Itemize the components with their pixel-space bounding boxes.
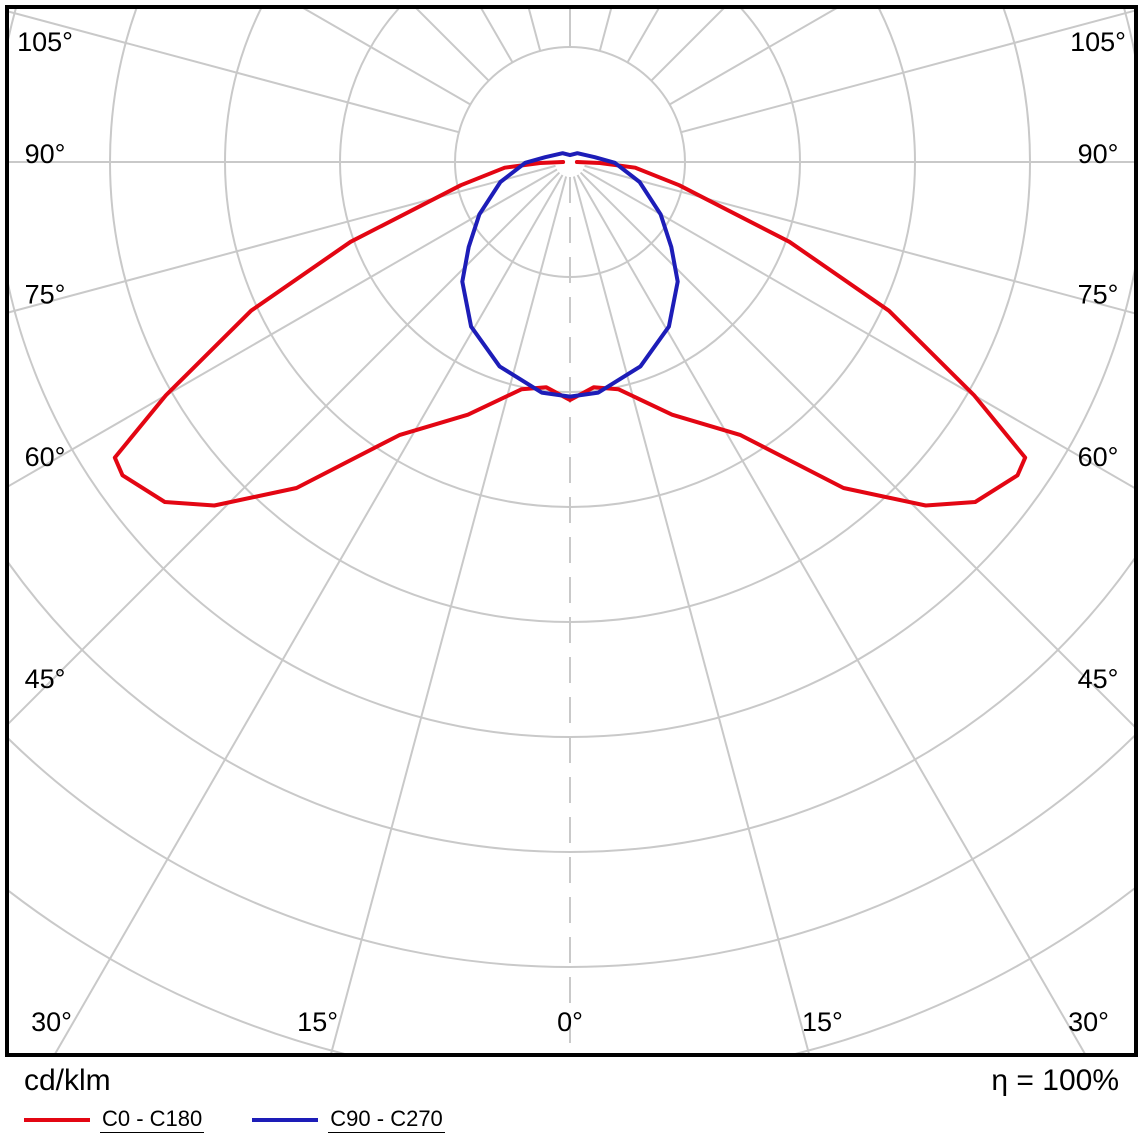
grid-radial-line [626, 9, 660, 63]
curve-C0-C180 [112, 160, 1028, 508]
legend-label-c0-c180: C0 - C180 [100, 1106, 205, 1133]
angle-tick-label: 105° [17, 27, 73, 57]
curve-C90-C270 [460, 151, 680, 399]
polar-chart-frame: 105° 105° 90° 90° 75° 75° 60° 60° 45° 45° 30° 15° 0°… [5, 5, 1138, 1057]
angle-tick-label: 30° [1068, 1007, 1109, 1037]
angle-tick-label: 75° [25, 280, 66, 310]
legend-label-c90-c270: C90 - C270 [328, 1106, 445, 1133]
footer-top-row: cd/klm η = 100% [24, 1064, 1119, 1098]
angle-tick-label: 30° [31, 1007, 72, 1037]
angle-tick-label: 60° [1078, 442, 1119, 472]
angle-tick-label: 60° [25, 442, 66, 472]
grid-radial-line [9, 168, 558, 488]
grid-ring [9, 557, 1134, 853]
angle-tick-label: 45° [25, 664, 66, 694]
legend-item-c90-c270: C90 - C270 [252, 1107, 445, 1133]
chart-footer: cd/klm η = 100% C0 - C180 C90 - C270 [0, 1062, 1143, 1133]
legend-line-c90-c270 [252, 1118, 319, 1122]
grid-radial-line [480, 9, 514, 63]
grid-radial-line [579, 171, 1134, 728]
grid-radial-line [680, 9, 1134, 134]
grid-radial-line [576, 174, 1086, 1053]
angle-tick-label: 15° [802, 1007, 843, 1037]
grid-radial-line [584, 164, 1134, 315]
grid-radial-line [572, 176, 810, 1053]
polar-chart: 105° 105° 90° 90° 75° 75° 60° 60° 45° 45° 30° 15° 0°… [5, 5, 1138, 1057]
angle-tick-label: 75° [1078, 280, 1119, 310]
polar-grid [9, 9, 1134, 1053]
angle-tick-label: 45° [1078, 664, 1119, 694]
grid-radial-line [582, 168, 1134, 489]
angle-tick-label: 15° [297, 1007, 338, 1037]
efficiency-label: η = 100% [991, 1064, 1119, 1097]
angle-tick-label: 90° [25, 139, 66, 169]
legend-line-c0-c180 [24, 1118, 90, 1122]
grid-radial-line [415, 9, 490, 82]
angle-tick-label: 90° [1078, 139, 1119, 169]
grid-radial-line [9, 171, 561, 725]
grid-radial-line [330, 176, 568, 1053]
grid-ring [9, 887, 1134, 1053]
grid-radial-line [9, 164, 556, 314]
grid-radial-line [9, 10, 460, 134]
grid-ring [9, 734, 1134, 968]
angle-tick-label: 105° [1070, 27, 1126, 57]
grid-ring [9, 9, 1134, 738]
units-label: cd/klm [24, 1064, 111, 1097]
plot-border [5, 5, 1138, 1057]
grid-radial-line [54, 174, 564, 1053]
angle-tick-label: 0° [557, 1007, 583, 1037]
legend: C0 - C180 C90 - C270 [24, 1107, 1119, 1133]
legend-item-c0-c180: C0 - C180 [24, 1106, 205, 1133]
